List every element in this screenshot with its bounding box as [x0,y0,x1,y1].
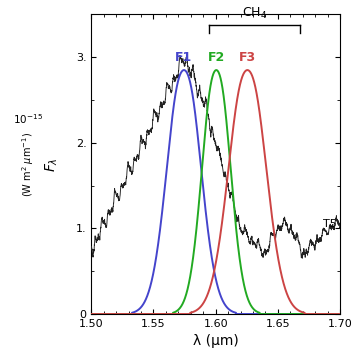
Text: F1: F1 [175,51,193,64]
Text: $F_\lambda$: $F_\lambda$ [43,157,60,172]
X-axis label: λ (μm): λ (μm) [193,335,238,348]
Text: T5: T5 [323,219,336,229]
Text: CH$_4$: CH$_4$ [242,6,267,21]
Text: F2: F2 [208,51,225,64]
Text: (W m$^{2}$ $\mu$m$^{-1}$): (W m$^{2}$ $\mu$m$^{-1}$) [20,132,36,197]
Text: F3: F3 [239,51,256,64]
Text: $10^{-15}$: $10^{-15}$ [13,112,43,126]
